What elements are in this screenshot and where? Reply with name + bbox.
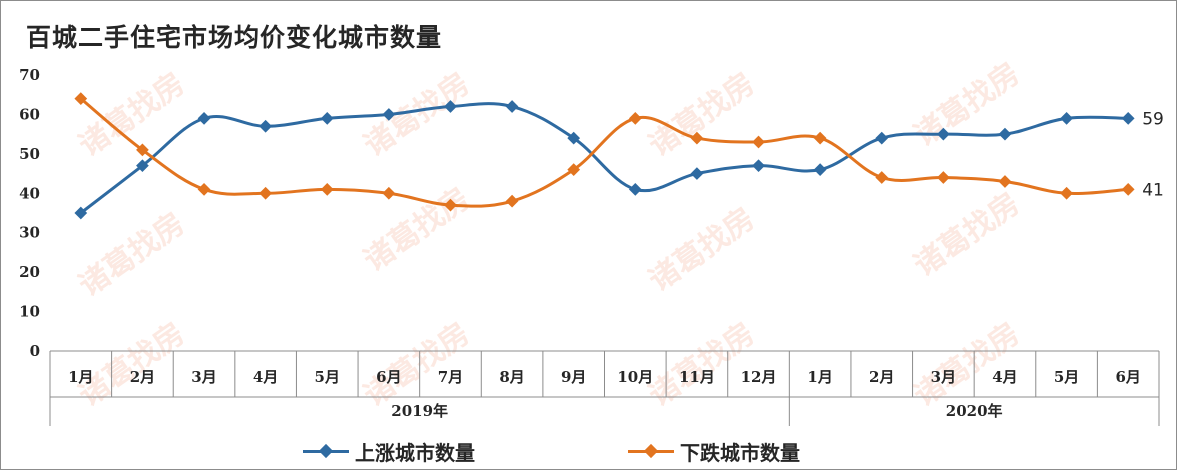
data-point <box>936 171 950 184</box>
data-point <box>382 186 396 200</box>
data-point <box>998 127 1012 141</box>
y-tick-label: 30 <box>19 224 40 242</box>
series-line-rise <box>79 102 1129 215</box>
y-tick-label: 20 <box>19 263 40 281</box>
x-tick-label: 3月 <box>931 368 956 386</box>
x-tick-label: 6月 <box>376 368 401 386</box>
data-point <box>690 131 704 145</box>
data-point <box>197 112 211 125</box>
data-point <box>444 100 457 113</box>
legend-item-fall[interactable]: 下跌城市数量 <box>628 438 800 465</box>
series-line-fall <box>79 97 1129 208</box>
legend-fall-label: 下跌城市数量 <box>680 440 800 465</box>
x-tick-label: 7月 <box>438 368 463 386</box>
x-tick-label: 3月 <box>191 368 216 386</box>
data-point <box>628 182 642 196</box>
legend-rise-label: 上涨城市数量 <box>355 440 475 465</box>
x-group-label: 2019年 <box>391 402 448 420</box>
y-tick-label: 50 <box>19 145 40 163</box>
data-point <box>505 194 519 208</box>
data-point <box>320 182 334 196</box>
data-point <box>1060 186 1073 200</box>
x-tick-label: 10月 <box>617 368 653 386</box>
data-point <box>813 131 827 145</box>
end-data-label: 41 <box>1142 180 1164 200</box>
data-point <box>1121 182 1135 196</box>
data-point <box>74 206 88 220</box>
data-point <box>505 100 519 113</box>
end-data-label: 59 <box>1142 109 1164 129</box>
legend-rise-marker <box>303 441 349 461</box>
y-tick-label: 0 <box>30 342 40 360</box>
data-point <box>752 159 765 173</box>
x-tick-label: 2月 <box>869 368 894 386</box>
data-point <box>1060 112 1073 125</box>
data-point <box>382 108 396 121</box>
data-point <box>690 167 704 180</box>
x-tick-label: 6月 <box>1115 368 1140 386</box>
data-point <box>875 131 889 145</box>
data-point <box>875 171 889 184</box>
y-tick-label: 10 <box>19 303 40 321</box>
data-point <box>936 127 950 141</box>
data-point <box>136 159 149 173</box>
x-tick-label: 12月 <box>741 368 777 386</box>
data-point <box>444 198 457 212</box>
y-tick-label: 60 <box>19 105 40 123</box>
legend-item-rise[interactable]: 上涨城市数量 <box>303 438 475 465</box>
data-point <box>1121 112 1135 125</box>
x-tick-label: 5月 <box>1054 368 1079 386</box>
x-tick-label: 9月 <box>561 368 586 386</box>
x-tick-label: 1月 <box>807 368 832 386</box>
data-point <box>813 163 827 176</box>
x-tick-label: 5月 <box>315 368 340 386</box>
y-tick-label: 40 <box>19 184 40 202</box>
x-tick-label: 11月 <box>679 368 715 386</box>
x-tick-label: 4月 <box>992 368 1017 386</box>
x-tick-label: 2月 <box>130 368 155 386</box>
data-point <box>752 135 765 149</box>
data-point <box>136 143 149 157</box>
data-point <box>998 175 1012 188</box>
x-tick-label: 1月 <box>68 368 93 386</box>
x-tick-label: 8月 <box>499 368 524 386</box>
data-point <box>197 182 211 196</box>
x-group-label: 2020年 <box>946 402 1003 420</box>
data-point <box>628 112 642 125</box>
data-point <box>259 186 273 200</box>
x-tick-label: 4月 <box>253 368 278 386</box>
y-tick-label: 70 <box>19 66 40 84</box>
legend-fall-marker <box>628 441 674 461</box>
data-point <box>259 119 273 133</box>
data-point <box>320 112 334 125</box>
chart-title: 百城二手住宅市场均价变化城市数量 <box>26 23 443 52</box>
